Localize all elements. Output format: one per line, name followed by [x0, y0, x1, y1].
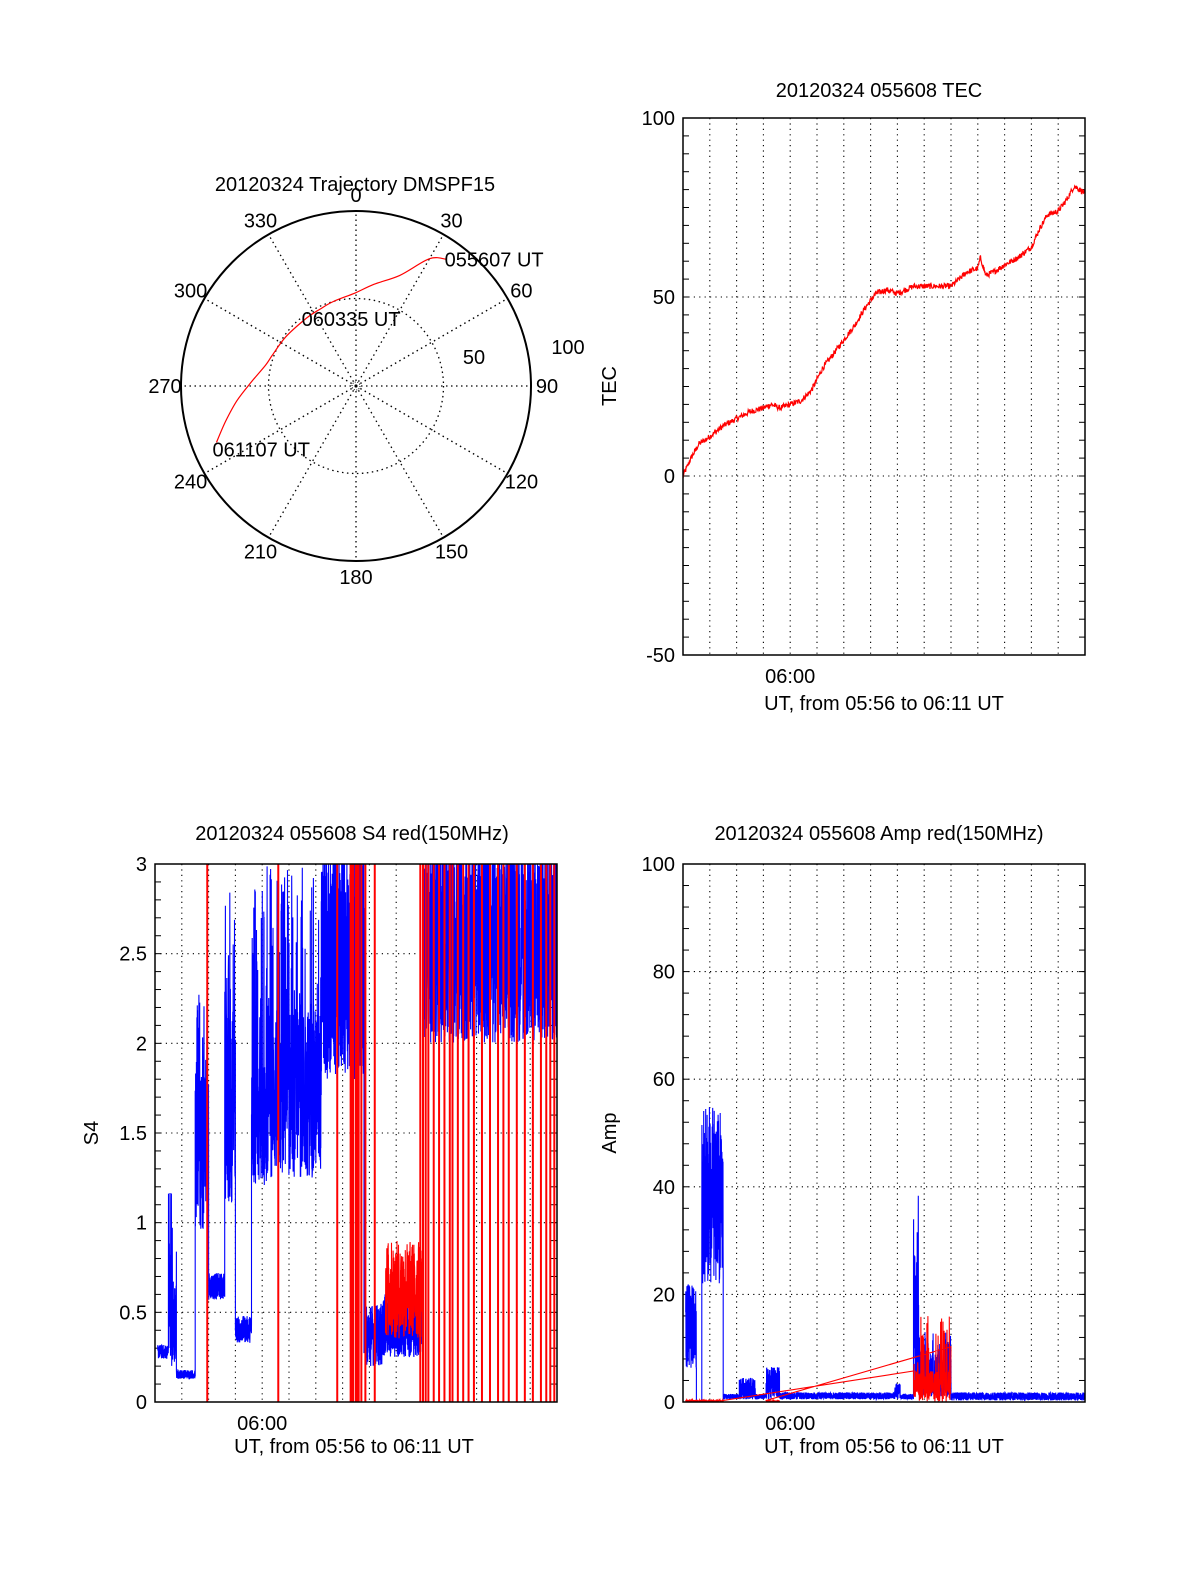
- amp-blue-line: [685, 1107, 1085, 1402]
- tec-ylabel: TEC: [599, 366, 621, 406]
- amp-xlabel: UT, from 05:56 to 06:11 UT: [764, 1436, 1004, 1458]
- s4-red-line: [384, 1240, 424, 1339]
- s4-data: [157, 864, 557, 1402]
- trajectory-title: 20120324 Trajectory DMSPF15: [215, 174, 495, 196]
- s4-xlabel: UT, from 05:56 to 06:11 UT: [234, 1436, 474, 1458]
- azimuth-labels: 0 30 60 90 120 150 180 210 240 270 300 330: [148, 185, 558, 589]
- y-tick-label: 2: [136, 1033, 147, 1055]
- s4-frame: [154, 863, 558, 1403]
- y-tick-label: 2.5: [119, 944, 147, 966]
- y-tick-label: 1.5: [119, 1123, 147, 1145]
- y-tick-label: 20: [653, 1284, 675, 1306]
- y-tick-label: 40: [653, 1177, 675, 1199]
- azimuth-label: 240: [174, 472, 207, 494]
- tec-ytick-labels: 100 50 0 -50: [642, 108, 675, 667]
- polar-spoke: [204, 385, 357, 475]
- tec-line: [683, 184, 1085, 479]
- s4-ylabel: S4: [81, 1121, 103, 1145]
- azimuth-label: 150: [435, 541, 468, 563]
- tec-frame: [682, 117, 1086, 656]
- amp-data: [685, 1107, 1085, 1402]
- amp-grid: [683, 863, 1085, 1403]
- y-tick-label: 100: [642, 854, 675, 876]
- tec-panel: 20120324 055608 TEC TEC UT, from 05:56 t…: [599, 80, 1086, 715]
- s4-title: 20120324 055608 S4 red(150MHz): [195, 823, 509, 845]
- amp-ylabel: Amp: [599, 1112, 621, 1153]
- tec-title: 20120324 055608 TEC: [776, 80, 982, 102]
- azimuth-label: 210: [244, 541, 277, 563]
- tec-xlabel: UT, from 05:56 to 06:11 UT: [764, 693, 1004, 715]
- azimuth-label: 30: [440, 211, 462, 233]
- azimuth-label: 300: [174, 281, 207, 303]
- trajectory-line: [215, 257, 447, 443]
- polar-grid: [181, 211, 531, 561]
- tec-grid: [683, 117, 1085, 656]
- polar-spoke: [355, 385, 508, 475]
- polar-center-mark: [351, 381, 361, 391]
- tec-data: [683, 184, 1085, 479]
- amp-red-line: [685, 1316, 952, 1402]
- azimuth-label: 60: [510, 281, 532, 303]
- azimuth-label: 180: [339, 567, 372, 589]
- y-tick-label: 0: [664, 466, 675, 488]
- y-tick-label: 1: [136, 1213, 147, 1235]
- polar-spoke: [355, 234, 445, 387]
- azimuth-label: 120: [505, 472, 538, 494]
- polar-spoke: [267, 385, 357, 538]
- azimuth-label: 270: [148, 376, 181, 398]
- annotation-end-time: 061107 UT: [212, 439, 309, 461]
- x-tick-label: 06:00: [765, 1413, 815, 1435]
- y-tick-label: 60: [653, 1069, 675, 1091]
- y-tick-label: 100: [642, 108, 675, 130]
- polar-spoke: [267, 234, 357, 387]
- amp-xtick-labels: 06:00: [765, 1413, 815, 1435]
- azimuth-label: 90: [536, 376, 558, 398]
- polar-spoke: [204, 297, 357, 387]
- y-tick-label: 50: [653, 287, 675, 309]
- polar-spoke: [355, 297, 508, 387]
- y-tick-label: 0.5: [119, 1302, 147, 1324]
- s4-panel: 20120324 055608 S4 red(150MHz) S4 UT, fr…: [81, 823, 558, 1458]
- amp-ytick-labels: 0 20 40 60 80 100: [642, 854, 675, 1414]
- amp-title: 20120324 055608 Amp red(150MHz): [714, 823, 1043, 845]
- x-tick-label: 06:00: [237, 1413, 287, 1435]
- polar-spoke: [355, 385, 445, 538]
- radial-label-100: 100: [551, 337, 584, 359]
- radial-label-50: 50: [463, 347, 485, 369]
- annotation-start-time: 055607 UT: [445, 249, 544, 271]
- polar-grid-circle-50: [267, 297, 445, 475]
- amp-frame: [682, 863, 1086, 1403]
- tec-xtick-labels: 06:00: [765, 666, 815, 688]
- annotation-middle-time: 060335 UT: [302, 309, 401, 331]
- y-tick-label: 3: [136, 854, 147, 876]
- polar-outer-circle: [180, 210, 532, 562]
- trajectory-polar-plot: 20120324 Trajectory DMSPF15 0 30 60 90 120 15…: [148, 174, 584, 589]
- azimuth-label: 0: [350, 185, 361, 207]
- azimuth-label: 330: [244, 211, 277, 233]
- s4-ytick-labels: 0 0.5 1 1.5 2 2.5 3: [119, 854, 147, 1414]
- s4-xtick-labels: 06:00: [237, 1413, 287, 1435]
- y-tick-label: 0: [664, 1392, 675, 1414]
- y-tick-label: 80: [653, 962, 675, 984]
- x-tick-label: 06:00: [765, 666, 815, 688]
- amp-panel: 20120324 055608 Amp red(150MHz) Amp UT, …: [599, 823, 1086, 1458]
- y-tick-label: -50: [646, 645, 675, 667]
- y-tick-label: 0: [136, 1392, 147, 1414]
